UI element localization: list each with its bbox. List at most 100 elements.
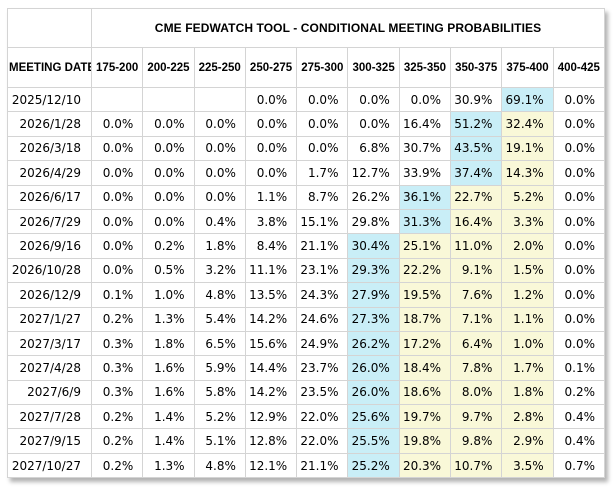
probability-cell: 30.7% <box>398 135 452 162</box>
probability-cell: 0.0% <box>90 208 144 235</box>
probability-cell: 0.0% <box>142 111 195 137</box>
meeting-date-column-header: MEETING DATE <box>7 47 92 88</box>
probability-cell: 7.6% <box>450 282 503 308</box>
probability-cell: 0.0% <box>552 208 606 235</box>
probability-cell <box>193 86 246 113</box>
probability-cell: 18.7% <box>398 306 452 332</box>
probability-cell: 0.0% <box>90 135 144 162</box>
probability-cell: 2.9% <box>501 428 554 454</box>
probability-cell: 19.8% <box>398 428 452 454</box>
probability-cell: 0.0% <box>142 184 195 210</box>
probability-cell: 0.0% <box>552 111 606 137</box>
meeting-date-cell: 2026/10/28 <box>7 257 92 284</box>
rate-bin-column-header: 175-200 <box>90 47 144 88</box>
probability-cell: 16.4% <box>450 208 503 235</box>
probability-cell: 8.7% <box>296 184 349 210</box>
probability-cell: 0.0% <box>398 86 452 113</box>
probability-cell: 0.0% <box>552 184 606 210</box>
probability-cell: 9.1% <box>450 257 503 284</box>
probability-cell: 2.8% <box>501 404 554 430</box>
rate-bin-column-header: 375-400 <box>501 47 554 88</box>
probability-cell: 0.2% <box>142 233 195 259</box>
probability-cell: 0.0% <box>296 86 349 113</box>
meeting-date-cell: 2027/3/17 <box>7 330 92 357</box>
probability-cell: 5.8% <box>193 379 246 406</box>
fedwatch-probabilities-table: CME FEDWATCH TOOL - CONDITIONAL MEETING … <box>7 8 606 479</box>
probability-cell: 33.9% <box>398 160 452 186</box>
probability-cell: 0.0% <box>90 257 144 284</box>
probability-cell: 0.0% <box>347 86 400 113</box>
probability-cell: 7.1% <box>450 306 503 332</box>
probability-cell: 1.4% <box>142 404 195 430</box>
probability-cell: 3.3% <box>501 208 554 235</box>
table-row: 2026/7/29 0.0% 0.0% 0.4% 3.8% 15.1% 29.8% 31.3%… <box>7 208 606 235</box>
probability-cell: 0.0% <box>193 184 246 210</box>
probability-cell: 0.0% <box>142 160 195 186</box>
rate-bin-column-header: 275-300 <box>296 47 349 88</box>
probability-cell: 0.0% <box>347 111 400 137</box>
probability-cell: 8.0% <box>450 379 503 406</box>
rate-bin-column-header: 200-225 <box>142 47 195 88</box>
rate-bin-column-header: 325-350 <box>398 47 452 88</box>
probability-cell: 26.0% <box>347 355 400 381</box>
probability-cell: 1.1% <box>244 184 298 210</box>
probability-cell: 8.4% <box>244 233 298 259</box>
probability-cell: 11.1% <box>244 257 298 284</box>
probability-cell: 5.2% <box>193 404 246 430</box>
probability-cell: 0.5% <box>142 257 195 284</box>
rate-bin-column-header: 250-275 <box>244 47 298 88</box>
table-row: 2027/4/28 0.3% 1.6% 5.9% 14.4% 23.7% 26.0% 18.4… <box>7 355 606 381</box>
probability-cell: 0.0% <box>142 208 195 235</box>
probability-cell: 1.1% <box>501 306 554 332</box>
table-row: 2026/3/18 0.0% 0.0% 0.0% 0.0% 0.0% 6.8% 30.7% 43… <box>7 135 606 162</box>
table-row: 2027/1/27 0.2% 1.3% 5.4% 14.2% 24.6% 27.3% 18.7… <box>7 306 606 332</box>
table-row: 2027/9/15 0.2% 1.4% 5.1% 12.8% 22.0% 25.5% 19.8… <box>7 428 606 454</box>
probability-cell: 0.4% <box>552 428 606 454</box>
probability-cell: 20.3% <box>398 452 452 479</box>
probability-cell: 14.2% <box>244 379 298 406</box>
probability-cell: 14.3% <box>501 160 554 186</box>
probability-cell: 0.0% <box>193 111 246 137</box>
probability-cell: 23.5% <box>296 379 349 406</box>
probability-cell: 0.1% <box>90 282 144 308</box>
probability-cell: 0.1% <box>552 355 606 381</box>
probability-cell: 3.5% <box>501 452 554 479</box>
probability-cell: 0.0% <box>552 233 606 259</box>
probability-cell: 29.8% <box>347 208 400 235</box>
probability-cell: 5.4% <box>193 306 246 332</box>
probability-cell: 21.1% <box>296 452 349 479</box>
probability-cell: 1.0% <box>142 282 195 308</box>
probability-cell: 0.0% <box>244 135 298 162</box>
probability-cell: 0.0% <box>552 306 606 332</box>
probability-cell: 12.7% <box>347 160 400 186</box>
table-row: 2027/7/28 0.2% 1.4% 5.2% 12.9% 22.0% 25.6% 19.7… <box>7 404 606 430</box>
meeting-date-cell: 2026/1/28 <box>7 111 92 137</box>
meeting-date-cell: 2027/9/15 <box>7 428 92 454</box>
table-row: 2026/4/29 0.0% 0.0% 0.0% 0.0% 1.7% 12.7% 33.9% 3… <box>7 160 606 186</box>
probability-cell: 18.4% <box>398 355 452 381</box>
meeting-date-cell: 2027/1/27 <box>7 306 92 332</box>
title-row: CME FEDWATCH TOOL - CONDITIONAL MEETING … <box>7 8 606 48</box>
probability-cell: 7.8% <box>450 355 503 381</box>
probability-cell: 26.0% <box>347 379 400 406</box>
probability-cell: 0.2% <box>90 428 144 454</box>
probability-cell: 24.3% <box>296 282 349 308</box>
probability-cell: 4.8% <box>193 452 246 479</box>
probability-cell: 31.3% <box>398 208 452 235</box>
table-row: 2026/6/17 0.0% 0.0% 0.0% 1.1% 8.7% 26.2% 36.1% 2… <box>7 184 606 210</box>
probability-cell: 21.1% <box>296 233 349 259</box>
probability-cell: 1.6% <box>142 379 195 406</box>
meeting-date-cell: 2026/12/9 <box>7 282 92 308</box>
meeting-date-cell: 2026/4/29 <box>7 160 92 186</box>
probability-cell: 6.8% <box>347 135 400 162</box>
table-row: 2025/12/10 0.0% 0.0% 0.0% 0.0% 30.9% 69.1% 0.0% <box>7 86 606 113</box>
probability-cell: 69.1% <box>501 86 554 113</box>
probability-cell: 29.3% <box>347 257 400 284</box>
meeting-date-cell: 2026/9/16 <box>7 233 92 259</box>
table-row: 2027/6/9 0.3% 1.6% 5.8% 14.2% 23.5% 26.0% 18.6%… <box>7 379 606 406</box>
probability-cell: 36.1% <box>398 184 452 210</box>
probability-cell: 13.5% <box>244 282 298 308</box>
probability-cell: 51.2% <box>450 111 503 137</box>
probability-cell: 24.6% <box>296 306 349 332</box>
